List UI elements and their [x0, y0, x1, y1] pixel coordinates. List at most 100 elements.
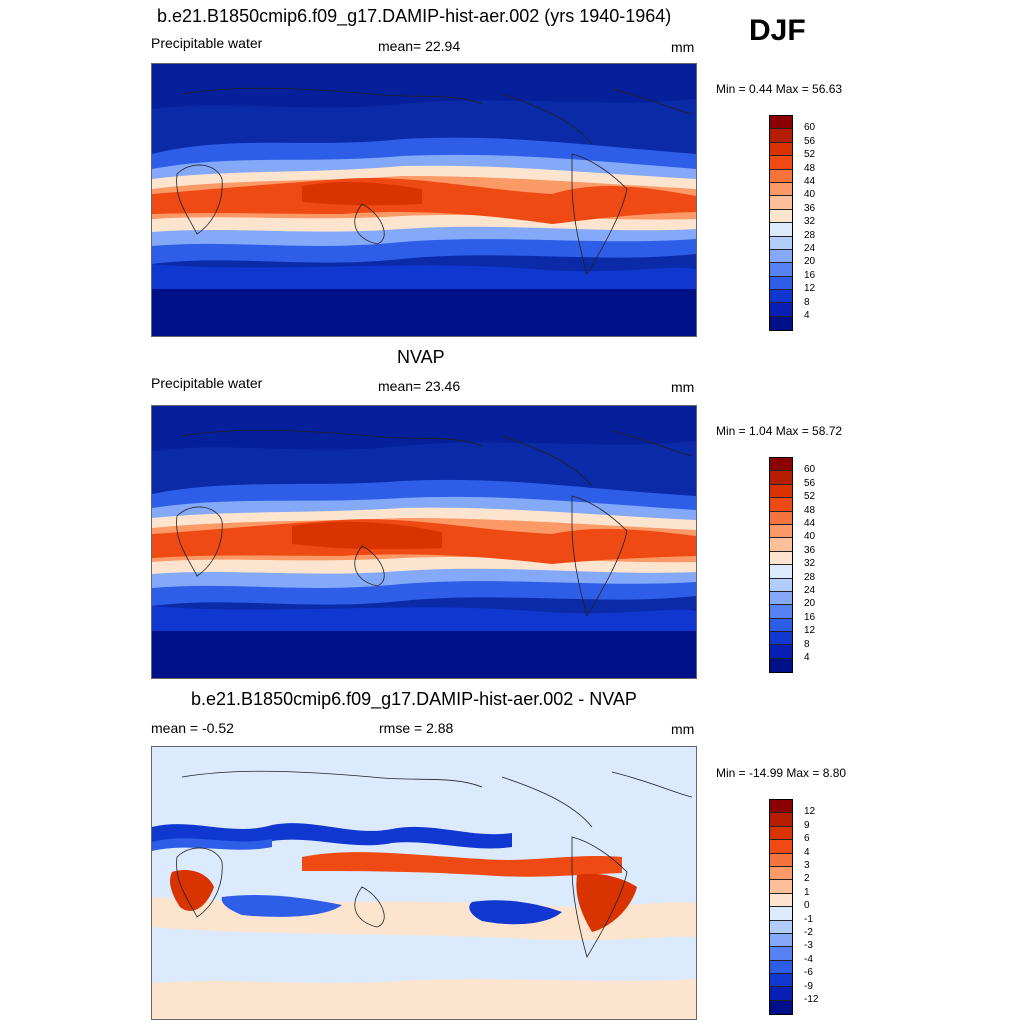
panel2-variable-label: Precipitable water: [151, 375, 263, 391]
colorbar-swatch: [770, 866, 792, 881]
colorbar-tick-label: -3: [804, 940, 813, 952]
colorbar-swatch: [770, 632, 792, 646]
panel1-map: [151, 63, 697, 337]
colorbar-swatch: [770, 276, 792, 291]
panel2-colorbar: [769, 457, 793, 674]
colorbar-tick-label: -1: [804, 913, 813, 925]
colorbar-tick-label: 48: [804, 504, 816, 516]
colorbar-swatch: [770, 498, 792, 512]
colorbar-tick-label: 8: [804, 296, 810, 308]
colorbar-swatch: [770, 156, 792, 170]
colorbar-swatch: [770, 116, 792, 130]
panel1-title: b.e21.B1850cmip6.f09_g17.DAMIP-hist-aer.…: [157, 6, 672, 26]
colorbar-swatch: [770, 591, 792, 606]
colorbar-tick-label: 6: [804, 833, 810, 845]
colorbar-swatch: [770, 920, 792, 934]
colorbar-tick-label: 36: [804, 202, 816, 214]
colorbar-swatch: [770, 263, 792, 277]
panel2-minmax-label: Min = 1.04 Max = 58.72: [716, 424, 843, 438]
colorbar-swatch: [770, 182, 792, 197]
colorbar-swatch: [770, 947, 792, 961]
colorbar-swatch: [770, 169, 792, 183]
panel1-colorbar: [769, 115, 793, 332]
colorbar-tick-label: 24: [804, 243, 816, 254]
colorbar-swatch: [770, 551, 792, 566]
colorbar-swatch: [770, 907, 792, 921]
colorbar-tick-label: 0: [804, 900, 810, 912]
colorbar-swatch: [770, 605, 792, 619]
colorbar-tick-label: 9: [804, 819, 810, 831]
panel1-variable-label: Precipitable water: [151, 35, 263, 51]
colorbar-swatch: [770, 484, 792, 499]
colorbar-swatch: [770, 987, 792, 1001]
panel3-title: b.e21.B1850cmip6.f09_g17.DAMIP-hist-aer.…: [191, 689, 637, 709]
colorbar-tick-label: 52: [804, 491, 816, 503]
colorbar-tick-label: 4: [804, 846, 810, 858]
colorbar-swatch: [770, 813, 792, 827]
colorbar-tick-label: 32: [804, 216, 816, 228]
colorbar-tick-label: 40: [804, 531, 816, 543]
colorbar-tick-label: -2: [804, 927, 813, 938]
colorbar-tick-label: 44: [804, 176, 816, 187]
colorbar-swatch: [770, 853, 792, 867]
panel1-minmax-label: Min = 0.44 Max = 56.63: [716, 82, 843, 96]
colorbar-swatch: [770, 578, 792, 592]
colorbar-swatch: [770, 840, 792, 854]
colorbar-swatch: [770, 129, 792, 143]
colorbar-tick-label: 44: [804, 518, 816, 529]
panel3-colorbar: [769, 799, 793, 1016]
colorbar-swatch: [770, 236, 792, 250]
panel3-minmax-label: Min = -14.99 Max = 8.80: [716, 766, 847, 780]
colorbar-swatch: [770, 538, 792, 552]
colorbar-tick-label: 20: [804, 256, 816, 268]
colorbar-tick-label: 8: [804, 638, 810, 650]
colorbar-swatch: [770, 303, 792, 317]
colorbar-swatch: [770, 209, 792, 224]
colorbar-tick-label: -4: [804, 953, 813, 965]
colorbar-swatch: [770, 223, 792, 237]
colorbar-swatch: [770, 826, 792, 841]
colorbar-swatch: [770, 565, 792, 579]
colorbar-tick-label: -12: [804, 994, 819, 1005]
colorbar-tick-label: 3: [804, 860, 810, 871]
colorbar-tick-label: -6: [804, 967, 813, 979]
colorbar-swatch: [770, 196, 792, 210]
colorbar-tick-label: 56: [804, 477, 816, 489]
season-label: DJF: [749, 14, 806, 47]
colorbar-tick-label: 52: [804, 149, 816, 161]
panel3-map: [151, 746, 697, 1020]
colorbar-tick-label: 56: [804, 135, 816, 147]
colorbar-swatch: [770, 800, 792, 814]
colorbar-tick-label: 12: [804, 283, 816, 295]
colorbar-swatch: [770, 249, 792, 264]
colorbar-tick-label: 40: [804, 189, 816, 201]
colorbar-swatch: [770, 290, 792, 304]
colorbar-tick-label: 4: [804, 310, 810, 321]
colorbar-swatch: [770, 511, 792, 525]
colorbar-swatch: [770, 471, 792, 485]
colorbar-tick-label: 32: [804, 558, 816, 570]
panel2-mean-label: mean= 23.46: [378, 378, 461, 394]
colorbar-swatch: [770, 933, 792, 948]
colorbar-tick-label: 48: [804, 162, 816, 174]
colorbar-tick-label: 12: [804, 625, 816, 637]
colorbar-swatch: [770, 1000, 792, 1015]
panel2-contour-map: [152, 406, 696, 678]
panel2-title: NVAP: [397, 347, 445, 367]
colorbar-tick-label: 60: [804, 122, 816, 134]
colorbar-tick-label: 36: [804, 544, 816, 556]
colorbar-tick-label: 28: [804, 229, 816, 241]
colorbar-tick-label: 28: [804, 571, 816, 583]
panel3-mean-label: mean = -0.52: [151, 720, 234, 736]
panel3-contour-map: [152, 747, 696, 1019]
colorbar-swatch: [770, 316, 792, 331]
colorbar-tick-label: 4: [804, 652, 810, 663]
colorbar-tick-label: 60: [804, 464, 816, 476]
colorbar-tick-label: 24: [804, 585, 816, 596]
panel2-map: [151, 405, 697, 679]
panel3-units-label: mm: [671, 721, 695, 737]
colorbar-swatch: [770, 524, 792, 539]
colorbar-swatch: [770, 880, 792, 894]
panel3-rmse-label: rmse = 2.88: [379, 720, 454, 736]
panel2-units-label: mm: [671, 379, 695, 395]
